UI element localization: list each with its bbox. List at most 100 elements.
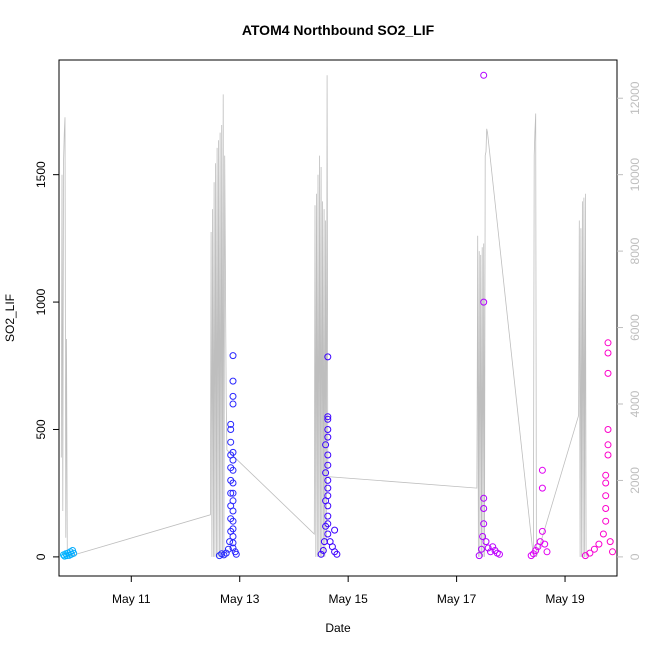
right-y-tick-label: 10000 xyxy=(628,158,642,192)
y-axis: 0 500 1000 1500 xyxy=(34,161,59,560)
data-point xyxy=(229,352,237,360)
data-point xyxy=(324,433,332,441)
data-point xyxy=(324,476,332,484)
data-point xyxy=(604,426,612,433)
data-point xyxy=(604,451,612,459)
data-point xyxy=(229,517,237,525)
data-point xyxy=(586,549,594,557)
data-point xyxy=(604,369,612,377)
data-point xyxy=(480,298,488,306)
y-axis-label: SO2_LIF xyxy=(3,294,17,342)
data-point xyxy=(480,71,488,79)
data-point xyxy=(489,543,497,551)
right-y-tick-label: 8000 xyxy=(628,237,642,264)
data-point xyxy=(319,547,327,554)
data-point xyxy=(324,451,332,459)
data-point xyxy=(322,469,330,477)
data-point xyxy=(226,538,234,546)
x-tick-label: May 19 xyxy=(545,592,585,606)
data-point xyxy=(480,520,488,528)
right-y-tick-label: 0 xyxy=(628,553,642,560)
data-point xyxy=(229,392,237,400)
data-point xyxy=(324,413,332,421)
data-point xyxy=(229,525,237,533)
chart-title: ATOM4 Northbound SO2_LIF xyxy=(242,22,435,38)
data-point xyxy=(590,545,598,553)
right-y-tick-label: 4000 xyxy=(628,390,642,417)
trace-line-layer xyxy=(60,75,587,558)
x-tick-label: May 15 xyxy=(328,592,368,606)
y-tick-label: 1000 xyxy=(34,288,48,315)
data-point xyxy=(229,544,237,552)
data-point xyxy=(602,505,610,512)
data-point xyxy=(229,456,237,464)
data-point xyxy=(324,426,332,433)
x-axis-label: Date xyxy=(325,621,351,635)
data-point xyxy=(532,547,540,554)
data-point xyxy=(599,530,607,538)
data-point xyxy=(324,353,332,361)
data-point xyxy=(606,538,614,546)
data-point xyxy=(227,420,235,428)
data-point xyxy=(479,533,487,540)
data-point xyxy=(224,545,232,553)
data-point xyxy=(229,479,237,487)
data-point xyxy=(215,552,223,560)
data-point xyxy=(229,539,237,547)
data-point xyxy=(324,492,332,500)
plot-frame xyxy=(58,59,618,577)
y-tick-label: 500 xyxy=(34,419,48,439)
data-point xyxy=(604,441,612,449)
data-point xyxy=(229,400,237,408)
data-point xyxy=(482,538,490,546)
data-point xyxy=(541,540,549,548)
data-point xyxy=(222,549,230,557)
trace-line xyxy=(60,75,587,558)
data-point xyxy=(496,550,503,558)
data-point xyxy=(480,505,488,512)
data-point xyxy=(227,489,235,497)
right-y-tick-label: 2000 xyxy=(628,467,642,494)
data-point xyxy=(538,466,546,474)
data-point xyxy=(480,494,488,502)
data-point xyxy=(478,545,485,553)
data-point xyxy=(229,466,237,474)
data-point xyxy=(527,552,535,560)
data-point xyxy=(70,549,78,557)
data-point xyxy=(324,415,332,423)
data-point xyxy=(322,441,330,449)
data-point xyxy=(229,497,237,505)
x-axis: May 11 May 13 May 15 May 17 May 19 xyxy=(112,576,585,606)
data-point xyxy=(475,552,483,560)
data-point-layer xyxy=(60,71,616,560)
data-point xyxy=(602,471,610,479)
data-point xyxy=(232,550,240,558)
data-point xyxy=(602,479,610,487)
data-point xyxy=(538,527,546,535)
data-point xyxy=(538,484,546,492)
data-point xyxy=(543,548,551,556)
x-tick-label: May 17 xyxy=(437,592,477,606)
data-point xyxy=(229,377,237,385)
data-point xyxy=(227,438,235,446)
data-point xyxy=(324,530,332,538)
data-point xyxy=(324,484,332,492)
x-tick-label: May 11 xyxy=(112,592,151,606)
x-tick-label: May 13 xyxy=(220,592,260,606)
y-tick-label: 0 xyxy=(34,553,48,560)
data-point xyxy=(331,526,339,534)
data-point xyxy=(317,550,325,558)
data-point xyxy=(324,461,332,469)
data-point xyxy=(595,540,603,548)
data-point xyxy=(333,550,341,558)
data-point xyxy=(229,507,237,515)
data-point xyxy=(324,512,332,520)
data-point xyxy=(220,551,228,559)
right-y-tick-label: 12000 xyxy=(628,81,642,115)
data-point xyxy=(229,448,237,456)
data-point xyxy=(484,544,492,552)
data-point xyxy=(602,492,610,500)
data-point xyxy=(227,426,235,433)
y-tick-label: 1500 xyxy=(34,161,48,188)
